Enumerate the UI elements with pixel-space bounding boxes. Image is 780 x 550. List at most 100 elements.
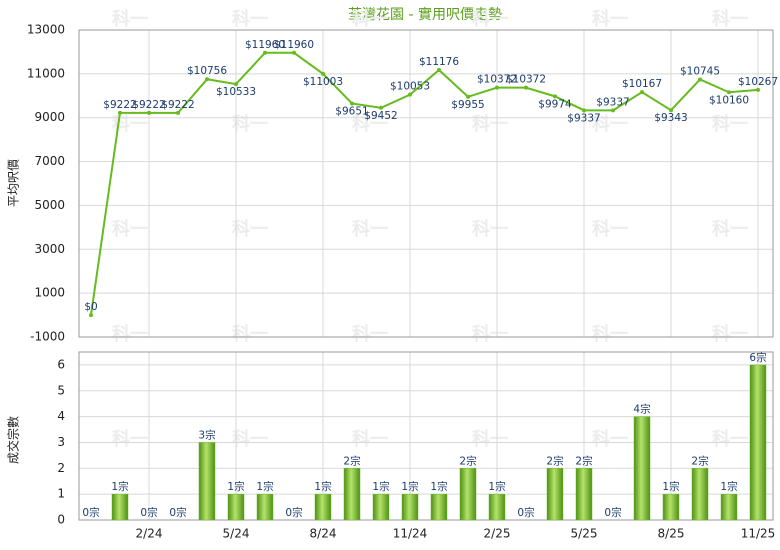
y-tick-label: 6 [57, 357, 65, 371]
watermark: 科一 [592, 218, 628, 240]
value-label: $9222 [132, 99, 165, 111]
value-label: 2宗 [691, 454, 708, 467]
point [524, 85, 528, 90]
watermark: 科一 [472, 323, 508, 345]
value-label: 1宗 [488, 480, 505, 493]
watermark: 科一 [112, 218, 148, 240]
value-label: 6宗 [749, 351, 766, 364]
value-label: 4宗 [633, 403, 650, 416]
y-tick-label: 3 [57, 435, 65, 449]
watermark: 科一 [232, 323, 268, 345]
y-tick-label: 1000 [34, 286, 65, 300]
bar [314, 493, 332, 521]
watermark: 科一 [232, 218, 268, 240]
y-tick-label: 5 [57, 383, 65, 397]
value-label: 2宗 [459, 454, 476, 467]
y-tick-label: -1000 [30, 330, 65, 344]
watermark: 科一 [352, 323, 388, 345]
value-label: $10533 [216, 86, 256, 98]
point [495, 85, 499, 90]
value-label: $9974 [538, 98, 572, 110]
point [176, 110, 180, 115]
point [205, 77, 209, 82]
point [234, 82, 238, 87]
value-label: $9222 [103, 99, 136, 111]
value-label: 0宗 [517, 506, 534, 519]
bar [546, 468, 564, 521]
value-label: $10372 [477, 74, 517, 86]
watermark: 科一 [352, 113, 388, 135]
x-tick-label: 8/24 [310, 527, 337, 541]
value-label: 1宗 [256, 480, 273, 493]
value-label: $10160 [709, 94, 749, 106]
watermark: 科一 [112, 8, 148, 30]
bar [662, 493, 680, 521]
watermark: 科一 [472, 428, 508, 450]
value-label: 2宗 [575, 454, 592, 467]
value-label: $9343 [654, 112, 687, 124]
value-label: $9452 [364, 110, 397, 122]
watermark: 科一 [712, 428, 748, 450]
watermark: 科一 [352, 428, 388, 450]
point [640, 90, 644, 95]
value-label: $9222 [161, 99, 194, 111]
watermark: 科一 [592, 8, 628, 30]
y-axis-label: 平均呎價 [7, 159, 21, 207]
bar [459, 468, 477, 521]
watermark: 科一 [112, 428, 148, 450]
x-tick-label: 8/25 [658, 527, 685, 541]
watermark: 科一 [592, 428, 628, 450]
bar [488, 493, 506, 521]
point [263, 50, 267, 55]
point [727, 90, 731, 95]
x-tick-label: 2/24 [136, 527, 163, 541]
bar [198, 442, 216, 521]
y-tick-label: 11000 [27, 66, 65, 80]
y-tick-label: 7000 [34, 154, 65, 168]
value-label: $10167 [622, 78, 662, 90]
point [756, 87, 760, 92]
point [118, 110, 122, 115]
value-label: $10267 [738, 76, 778, 88]
value-label: $0 [84, 301, 97, 313]
value-label: $11960 [274, 39, 314, 51]
y-tick-label: 2 [57, 461, 65, 475]
point [89, 313, 93, 318]
chart-title: 荃灣花園 - 實用呎價走勢 [348, 6, 502, 23]
point [147, 110, 151, 115]
bar [633, 416, 651, 521]
watermark: 科一 [112, 113, 148, 135]
bar [430, 493, 448, 521]
value-label: $10745 [680, 65, 720, 77]
value-label: 1宗 [401, 480, 418, 493]
y-tick-label: 5000 [34, 198, 65, 212]
value-label: 2宗 [343, 454, 360, 467]
watermark: 科一 [472, 8, 508, 30]
x-tick-label: 11/25 [741, 527, 776, 541]
watermark: 科一 [592, 113, 628, 135]
point [698, 77, 702, 82]
point [321, 71, 325, 76]
y-tick-label: 1 [57, 487, 65, 501]
point [582, 108, 586, 113]
bar [691, 468, 709, 521]
watermark: 科一 [712, 8, 748, 30]
point [350, 101, 354, 106]
value-label: $10756 [187, 65, 227, 77]
watermark: 科一 [712, 323, 748, 345]
bar [575, 468, 593, 521]
value-label: 1宗 [227, 480, 244, 493]
y-tick-label: 13000 [27, 23, 65, 37]
bar [256, 493, 274, 521]
x-tick-label: 2/25 [484, 527, 511, 541]
value-label: 0宗 [140, 506, 157, 519]
x-tick-label: 5/25 [571, 527, 598, 541]
value-label: $11176 [419, 56, 459, 68]
bar [720, 493, 738, 521]
value-label: $9337 [567, 112, 600, 124]
watermark: 科一 [112, 323, 148, 345]
y-tick-label: 3000 [34, 242, 65, 256]
value-label: 1宗 [430, 480, 447, 493]
plot-frame [78, 351, 774, 521]
